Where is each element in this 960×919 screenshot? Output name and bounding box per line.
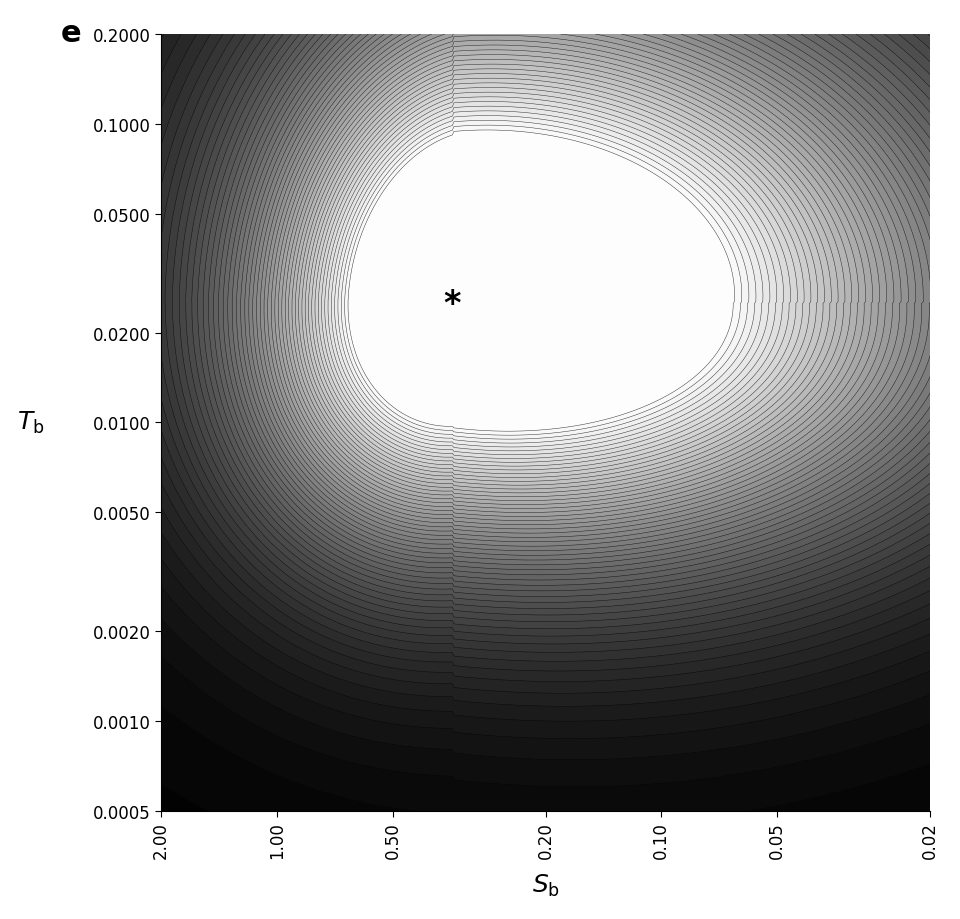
Text: e: e: [61, 19, 82, 49]
Y-axis label: $T_\mathrm{b}$: $T_\mathrm{b}$: [16, 410, 44, 436]
Text: *: *: [444, 288, 461, 321]
X-axis label: $S_\mathrm{b}$: $S_\mathrm{b}$: [532, 872, 560, 898]
